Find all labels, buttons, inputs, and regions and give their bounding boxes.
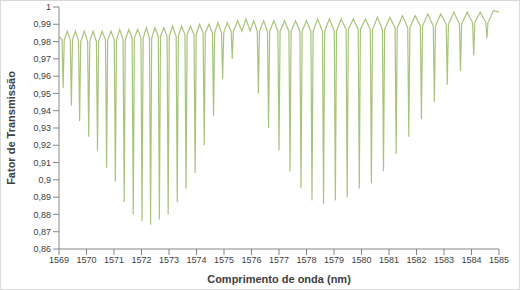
svg-text:1581: 1581	[379, 255, 399, 265]
svg-text:1584: 1584	[461, 255, 481, 265]
svg-text:1570: 1570	[76, 255, 96, 265]
svg-text:0,98: 0,98	[33, 37, 51, 47]
svg-text:1577: 1577	[269, 255, 289, 265]
svg-text:1580: 1580	[351, 255, 371, 265]
svg-text:1569: 1569	[49, 255, 69, 265]
svg-text:1575: 1575	[214, 255, 234, 265]
svg-text:1585: 1585	[489, 255, 509, 265]
svg-text:0,94: 0,94	[33, 106, 51, 116]
svg-text:Fator de Transmissão: Fator de Transmissão	[8, 71, 17, 185]
svg-text:0,96: 0,96	[33, 71, 51, 81]
svg-text:1572: 1572	[131, 255, 151, 265]
svg-text:1571: 1571	[104, 255, 124, 265]
svg-text:Comprimento de onda (nm): Comprimento de onda (nm)	[207, 273, 351, 285]
svg-text:1576: 1576	[241, 255, 261, 265]
svg-text:1583: 1583	[434, 255, 454, 265]
svg-text:1573: 1573	[159, 255, 179, 265]
svg-text:0,87: 0,87	[33, 227, 51, 237]
svg-text:0,97: 0,97	[33, 54, 51, 64]
svg-text:0,95: 0,95	[33, 89, 51, 99]
svg-text:0,9: 0,9	[38, 175, 51, 185]
svg-text:0,86: 0,86	[33, 244, 51, 254]
svg-text:0,99: 0,99	[33, 19, 51, 29]
svg-text:0,88: 0,88	[33, 210, 51, 220]
svg-text:1578: 1578	[296, 255, 316, 265]
svg-text:1582: 1582	[406, 255, 426, 265]
svg-text:1579: 1579	[324, 255, 344, 265]
svg-text:0,93: 0,93	[33, 123, 51, 133]
svg-text:0,92: 0,92	[33, 140, 51, 150]
svg-text:0,89: 0,89	[33, 192, 51, 202]
svg-text:0,91: 0,91	[33, 158, 51, 168]
svg-text:1574: 1574	[186, 255, 206, 265]
svg-text:1: 1	[46, 2, 51, 12]
